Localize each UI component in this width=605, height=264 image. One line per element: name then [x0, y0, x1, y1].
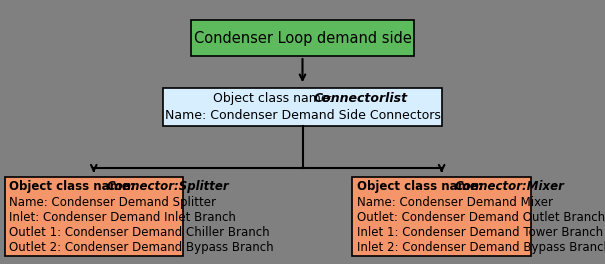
Text: Name: Condenser Demand Splitter: Name: Condenser Demand Splitter	[10, 196, 217, 209]
Text: Object class name:: Object class name:	[213, 92, 337, 105]
Text: Inlet: Condenser Demand Inlet Branch: Inlet: Condenser Demand Inlet Branch	[10, 211, 236, 224]
Text: Name: Condenser Demand Mixer: Name: Condenser Demand Mixer	[357, 196, 553, 209]
Text: Inlet 1: Condenser Demand Tower Branch: Inlet 1: Condenser Demand Tower Branch	[357, 226, 603, 239]
FancyBboxPatch shape	[352, 177, 531, 256]
Text: Connector:Splitter: Connector:Splitter	[106, 180, 229, 193]
Text: Connector:Mixer: Connector:Mixer	[454, 180, 564, 193]
Text: Object class name:: Object class name:	[357, 180, 487, 193]
Text: Outlet: Condenser Demand Outlet Branch: Outlet: Condenser Demand Outlet Branch	[357, 211, 605, 224]
Text: Connectorlist: Connectorlist	[314, 92, 408, 105]
Text: Name: Condenser Demand Side Connectors: Name: Condenser Demand Side Connectors	[165, 109, 440, 122]
Text: Object class name:: Object class name:	[10, 180, 139, 193]
Text: Condenser Loop demand side: Condenser Loop demand side	[194, 31, 411, 46]
FancyBboxPatch shape	[163, 88, 442, 126]
FancyBboxPatch shape	[5, 177, 183, 256]
Text: Inlet 2: Condenser Demand Bypass Branch: Inlet 2: Condenser Demand Bypass Branch	[357, 241, 605, 254]
Text: Outlet 1: Condenser Demand Chiller Branch: Outlet 1: Condenser Demand Chiller Branc…	[10, 226, 270, 239]
Text: Outlet 2: Condenser Demand Bypass Branch: Outlet 2: Condenser Demand Bypass Branch	[10, 241, 274, 254]
FancyBboxPatch shape	[191, 21, 414, 56]
